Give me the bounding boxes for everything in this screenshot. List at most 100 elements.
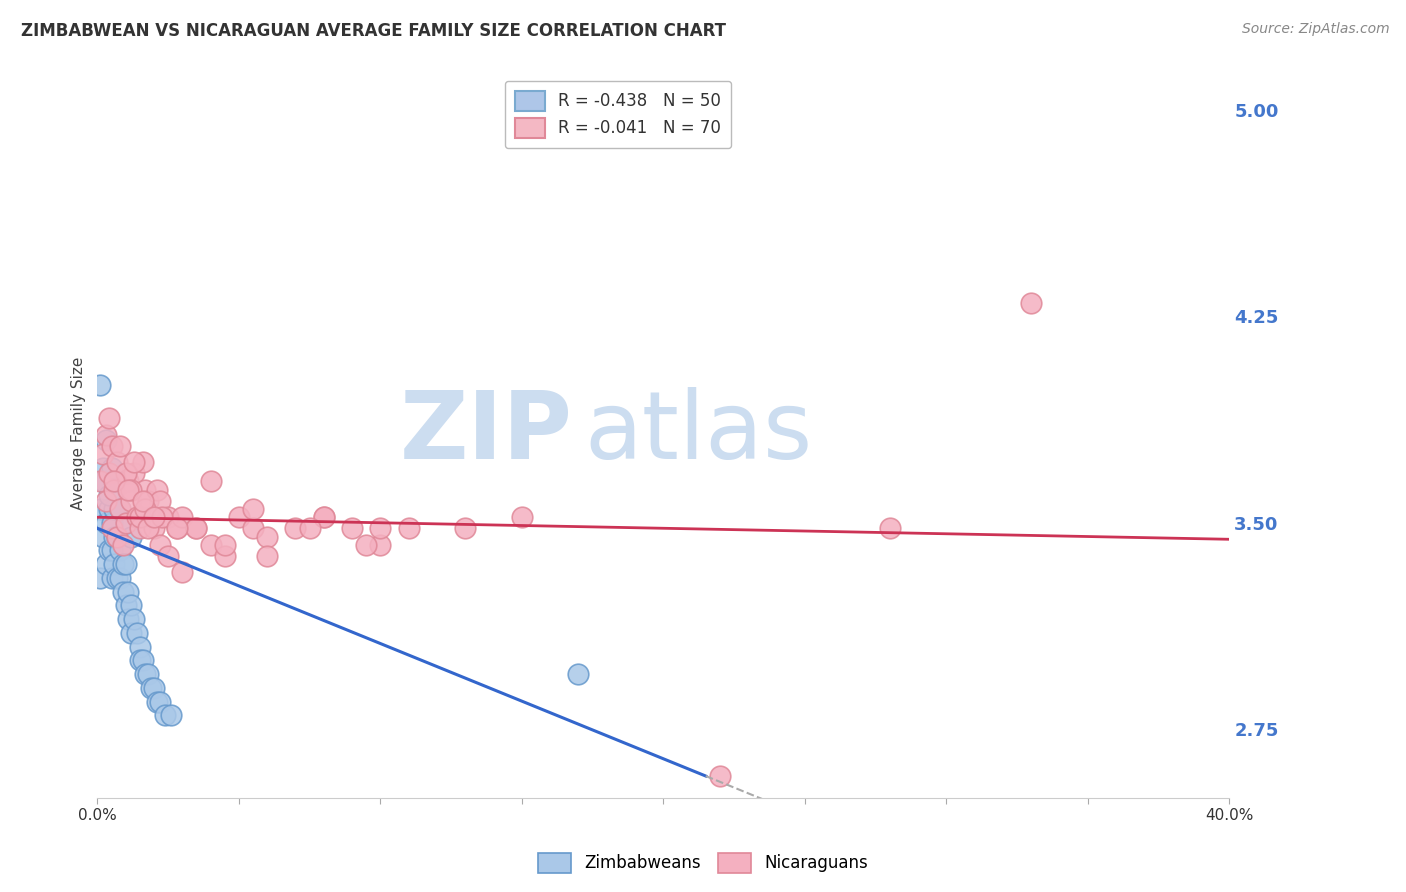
- Point: [172, 510, 194, 524]
- Point: [94, 427, 117, 442]
- Point: [160, 708, 183, 723]
- Point: [94, 493, 117, 508]
- Point: [155, 708, 177, 723]
- Point: [340, 521, 363, 535]
- Point: [142, 521, 165, 535]
- Point: [97, 467, 120, 481]
- Point: [108, 439, 131, 453]
- Point: [200, 475, 222, 489]
- Point: [134, 667, 156, 681]
- Point: [117, 584, 139, 599]
- Point: [111, 584, 134, 599]
- Point: [312, 510, 335, 524]
- Point: [103, 475, 125, 489]
- Point: [114, 516, 136, 530]
- Text: ZIMBABWEAN VS NICARAGUAN AVERAGE FAMILY SIZE CORRELATION CHART: ZIMBABWEAN VS NICARAGUAN AVERAGE FAMILY …: [21, 22, 725, 40]
- Point: [214, 549, 236, 563]
- Point: [152, 510, 174, 524]
- Point: [312, 510, 335, 524]
- Point: [284, 521, 307, 535]
- Point: [114, 557, 136, 571]
- Point: [105, 529, 128, 543]
- Point: [242, 502, 264, 516]
- Legend: R = -0.438   N = 50, R = -0.041   N = 70: R = -0.438 N = 50, R = -0.041 N = 70: [505, 80, 731, 148]
- Point: [120, 483, 142, 497]
- Point: [100, 439, 122, 453]
- Point: [142, 681, 165, 695]
- Point: [298, 521, 321, 535]
- Point: [166, 521, 188, 535]
- Point: [100, 516, 122, 530]
- Point: [117, 475, 139, 489]
- Point: [111, 557, 134, 571]
- Point: [131, 653, 153, 667]
- Point: [97, 488, 120, 502]
- Point: [114, 599, 136, 613]
- Point: [172, 566, 194, 580]
- Point: [105, 455, 128, 469]
- Point: [186, 521, 208, 535]
- Point: [120, 529, 142, 543]
- Point: [94, 557, 117, 571]
- Point: [97, 411, 120, 425]
- Point: [108, 571, 131, 585]
- Point: [228, 510, 250, 524]
- Point: [108, 502, 131, 516]
- Point: [100, 460, 122, 475]
- Text: atlas: atlas: [583, 387, 813, 479]
- Point: [100, 521, 122, 535]
- Point: [89, 475, 111, 489]
- Y-axis label: Average Family Size: Average Family Size: [72, 357, 86, 510]
- Point: [256, 529, 278, 543]
- Point: [131, 493, 153, 508]
- Point: [214, 538, 236, 552]
- Point: [94, 475, 117, 489]
- Point: [128, 521, 150, 535]
- Point: [354, 538, 377, 552]
- Point: [139, 510, 162, 524]
- Point: [100, 571, 122, 585]
- Point: [103, 529, 125, 543]
- Point: [103, 557, 125, 571]
- Point: [157, 549, 180, 563]
- Point: [131, 455, 153, 469]
- Point: [510, 510, 533, 524]
- Point: [91, 529, 114, 543]
- Point: [111, 538, 134, 552]
- Point: [94, 433, 117, 447]
- Point: [134, 483, 156, 497]
- Point: [120, 493, 142, 508]
- Point: [91, 460, 114, 475]
- Point: [117, 612, 139, 626]
- Point: [146, 695, 169, 709]
- Point: [89, 378, 111, 392]
- Point: [114, 516, 136, 530]
- Point: [103, 483, 125, 497]
- Point: [879, 521, 901, 535]
- Point: [128, 510, 150, 524]
- Point: [108, 502, 131, 516]
- Point: [114, 467, 136, 481]
- Point: [125, 626, 148, 640]
- Point: [149, 538, 172, 552]
- Point: [242, 521, 264, 535]
- Point: [1019, 295, 1042, 310]
- Point: [398, 521, 420, 535]
- Text: Source: ZipAtlas.com: Source: ZipAtlas.com: [1241, 22, 1389, 37]
- Point: [97, 502, 120, 516]
- Point: [108, 543, 131, 558]
- Point: [128, 653, 150, 667]
- Point: [91, 447, 114, 461]
- Point: [166, 521, 188, 535]
- Point: [149, 493, 172, 508]
- Point: [256, 549, 278, 563]
- Point: [105, 571, 128, 585]
- Point: [370, 538, 392, 552]
- Point: [709, 769, 731, 783]
- Point: [125, 510, 148, 524]
- Point: [370, 521, 392, 535]
- Point: [105, 529, 128, 543]
- Point: [94, 516, 117, 530]
- Point: [567, 667, 589, 681]
- Point: [136, 521, 159, 535]
